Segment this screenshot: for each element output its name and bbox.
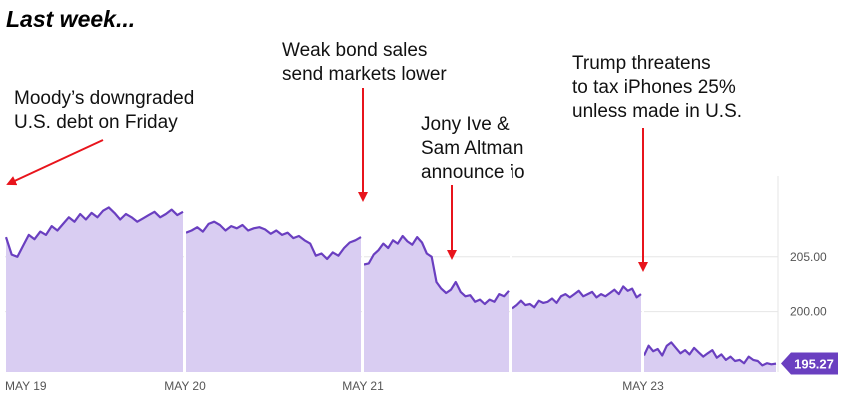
annotation-line: announce io: [421, 162, 525, 183]
annotation-line: send markets lower: [282, 64, 447, 85]
annotation-jony-ive-io: Jony Ive & Sam Altman announce io: [421, 113, 525, 185]
x-tick-label: MAY 20: [164, 379, 206, 393]
x-tick-label: MAY 23: [622, 379, 664, 393]
price-area-1: [6, 207, 183, 372]
y-tick-label: 205.00: [790, 250, 827, 264]
price-line-2: [185, 220, 362, 261]
annotation-line: Jony Ive &: [421, 114, 510, 135]
last-price-label: 195.27: [794, 357, 834, 372]
annotation-iphone-tariff: Trump threatens to tax iPhones 25% unles…: [572, 52, 742, 124]
annotation-line: Trump threatens: [572, 53, 711, 74]
price-line-5: [643, 341, 777, 367]
annotation-moodys-downgrade: Moody’s downgraded U.S. debt on Friday: [14, 87, 194, 135]
annotation-line: unless made in U.S.: [572, 101, 743, 122]
price-line-1: [4, 206, 184, 258]
annotation-arrow-1: [6, 139, 104, 186]
price-line-3: [363, 234, 510, 306]
price-area-5: [644, 342, 776, 372]
annotation-line: Moody’s downgraded: [14, 88, 195, 109]
x-tick-label: MAY 21: [342, 379, 384, 393]
price-line-4: [511, 285, 642, 310]
last-price-badge: [781, 352, 838, 375]
x-tick-label: MAY 19: [5, 379, 47, 393]
price-area-2: [186, 221, 361, 372]
price-area-4: [512, 286, 641, 372]
annotation-line: Sam Altman: [421, 138, 524, 159]
chart-title: Last week...: [6, 6, 136, 32]
annotation-line: U.S. debt on Friday: [14, 112, 178, 133]
annotation-line: to tax iPhones 25%: [572, 77, 736, 98]
annotation-line: Weak bond sales: [282, 40, 428, 61]
y-tick-label: 200.00: [790, 305, 827, 319]
price-area-3: [364, 236, 509, 372]
annotation-weak-bond-sales: Weak bond sales send markets lower: [282, 39, 447, 87]
